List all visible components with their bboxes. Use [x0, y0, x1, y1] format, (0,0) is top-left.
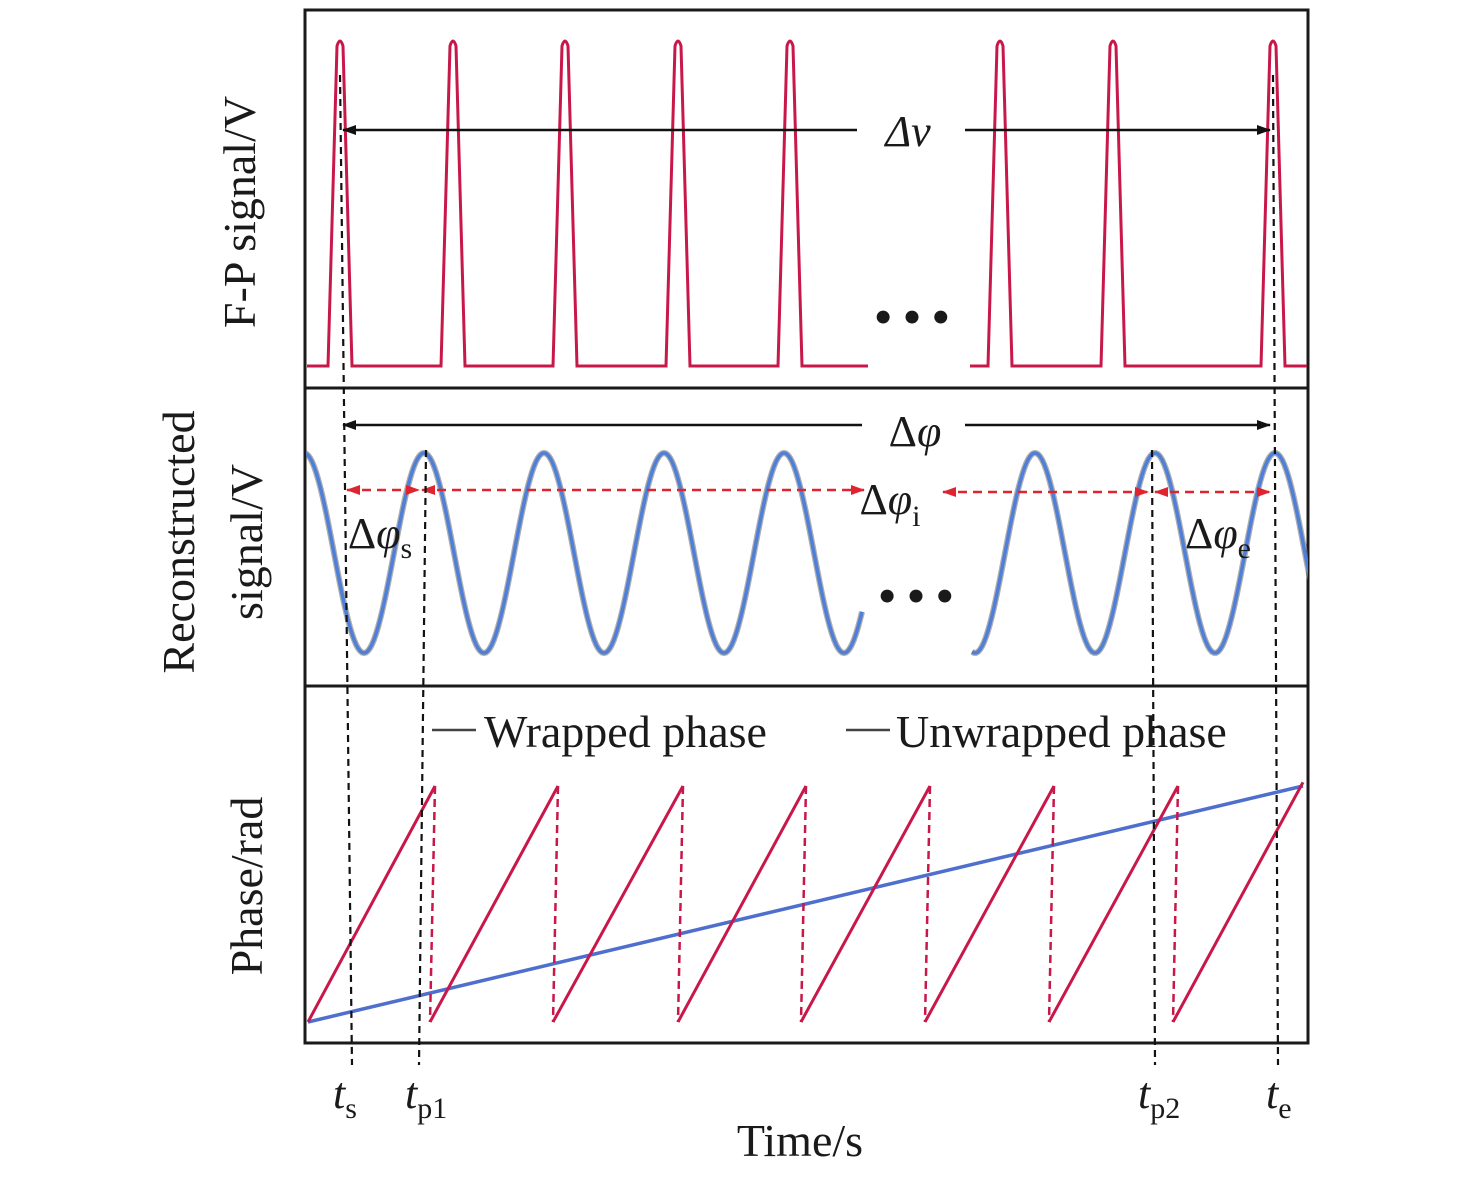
time-guide-lines — [338, 74, 1280, 1066]
wrapped-reset-dash — [428, 785, 437, 1023]
wrapped-reset-dash — [676, 785, 685, 1023]
legend-wrapped-label: Wrapped phase — [484, 706, 767, 757]
wrapped-ramp — [428, 785, 560, 1023]
phase-ylabel: Phase/rad — [221, 797, 272, 976]
guide-line-tp2 — [1150, 449, 1157, 1066]
fp-signal-trace-right — [970, 39, 1307, 368]
reconstructed-annotations: Δφ Δφi Δφs Δφe • • • — [342, 407, 1271, 623]
recon-ylabel-line2: signal/V — [221, 464, 272, 620]
wrapped-ramp — [1047, 785, 1180, 1023]
figure-frame — [303, 8, 1310, 1045]
delta-phi-i-label: Δφi — [860, 475, 921, 533]
fp-ylabel: F-P signal/V — [214, 96, 265, 328]
delta-phi-s-label: Δφs — [348, 509, 412, 565]
reconstructed-signal-trace-right — [971, 451, 1308, 655]
wrapped-ramp — [551, 785, 685, 1023]
wrapped-ramp — [306, 785, 437, 1023]
wrapped-reset-dash — [923, 785, 932, 1023]
phase-panel: Wrapped phase Unwrapped phase — [306, 706, 1305, 1024]
wrapped-reset-dash — [799, 785, 808, 1023]
wrapped-ramp — [799, 785, 932, 1023]
marker-te: te — [1266, 1069, 1292, 1125]
wrapped-reset-dash — [551, 785, 560, 1023]
guide-line-ts — [338, 74, 354, 1066]
wrapped-ramp — [676, 785, 808, 1023]
marker-tp2: tp2 — [1138, 1069, 1180, 1125]
x-axis-title: Time/s — [737, 1115, 863, 1166]
guide-line-te — [1271, 74, 1280, 1066]
delta-nu-label: Δν — [883, 107, 931, 156]
fp-signal-trace-left — [307, 39, 868, 368]
unwrapped-phase-line — [307, 784, 1304, 1024]
delta-phi-label: Δφ — [889, 407, 942, 456]
marker-tp1: tp1 — [405, 1069, 447, 1125]
reconstructed-signal-trace-left — [306, 451, 864, 655]
fp-signal-panel: Δν • • • — [307, 39, 1307, 368]
delta-phi-e-label: Δφe — [1185, 509, 1251, 565]
wrapped-ramp — [923, 785, 1056, 1023]
wrapped-reset-dash — [1171, 785, 1180, 1023]
guide-line-tp1 — [417, 449, 428, 1066]
reconstructed-signal-panel — [306, 449, 1308, 657]
legend-unwrapped-label: Unwrapped phase — [896, 706, 1227, 757]
wrapped-ramp — [1171, 781, 1305, 1023]
fp-ellipsis: • • • — [875, 291, 949, 344]
wrapped-reset-dash — [1047, 785, 1056, 1023]
recon-ylabel-line1: Reconstructed — [153, 410, 204, 673]
wrapped-phase-sawtooth — [306, 781, 1305, 1023]
marker-ts: ts — [333, 1069, 357, 1125]
recon-ellipsis: • • • — [879, 570, 953, 623]
